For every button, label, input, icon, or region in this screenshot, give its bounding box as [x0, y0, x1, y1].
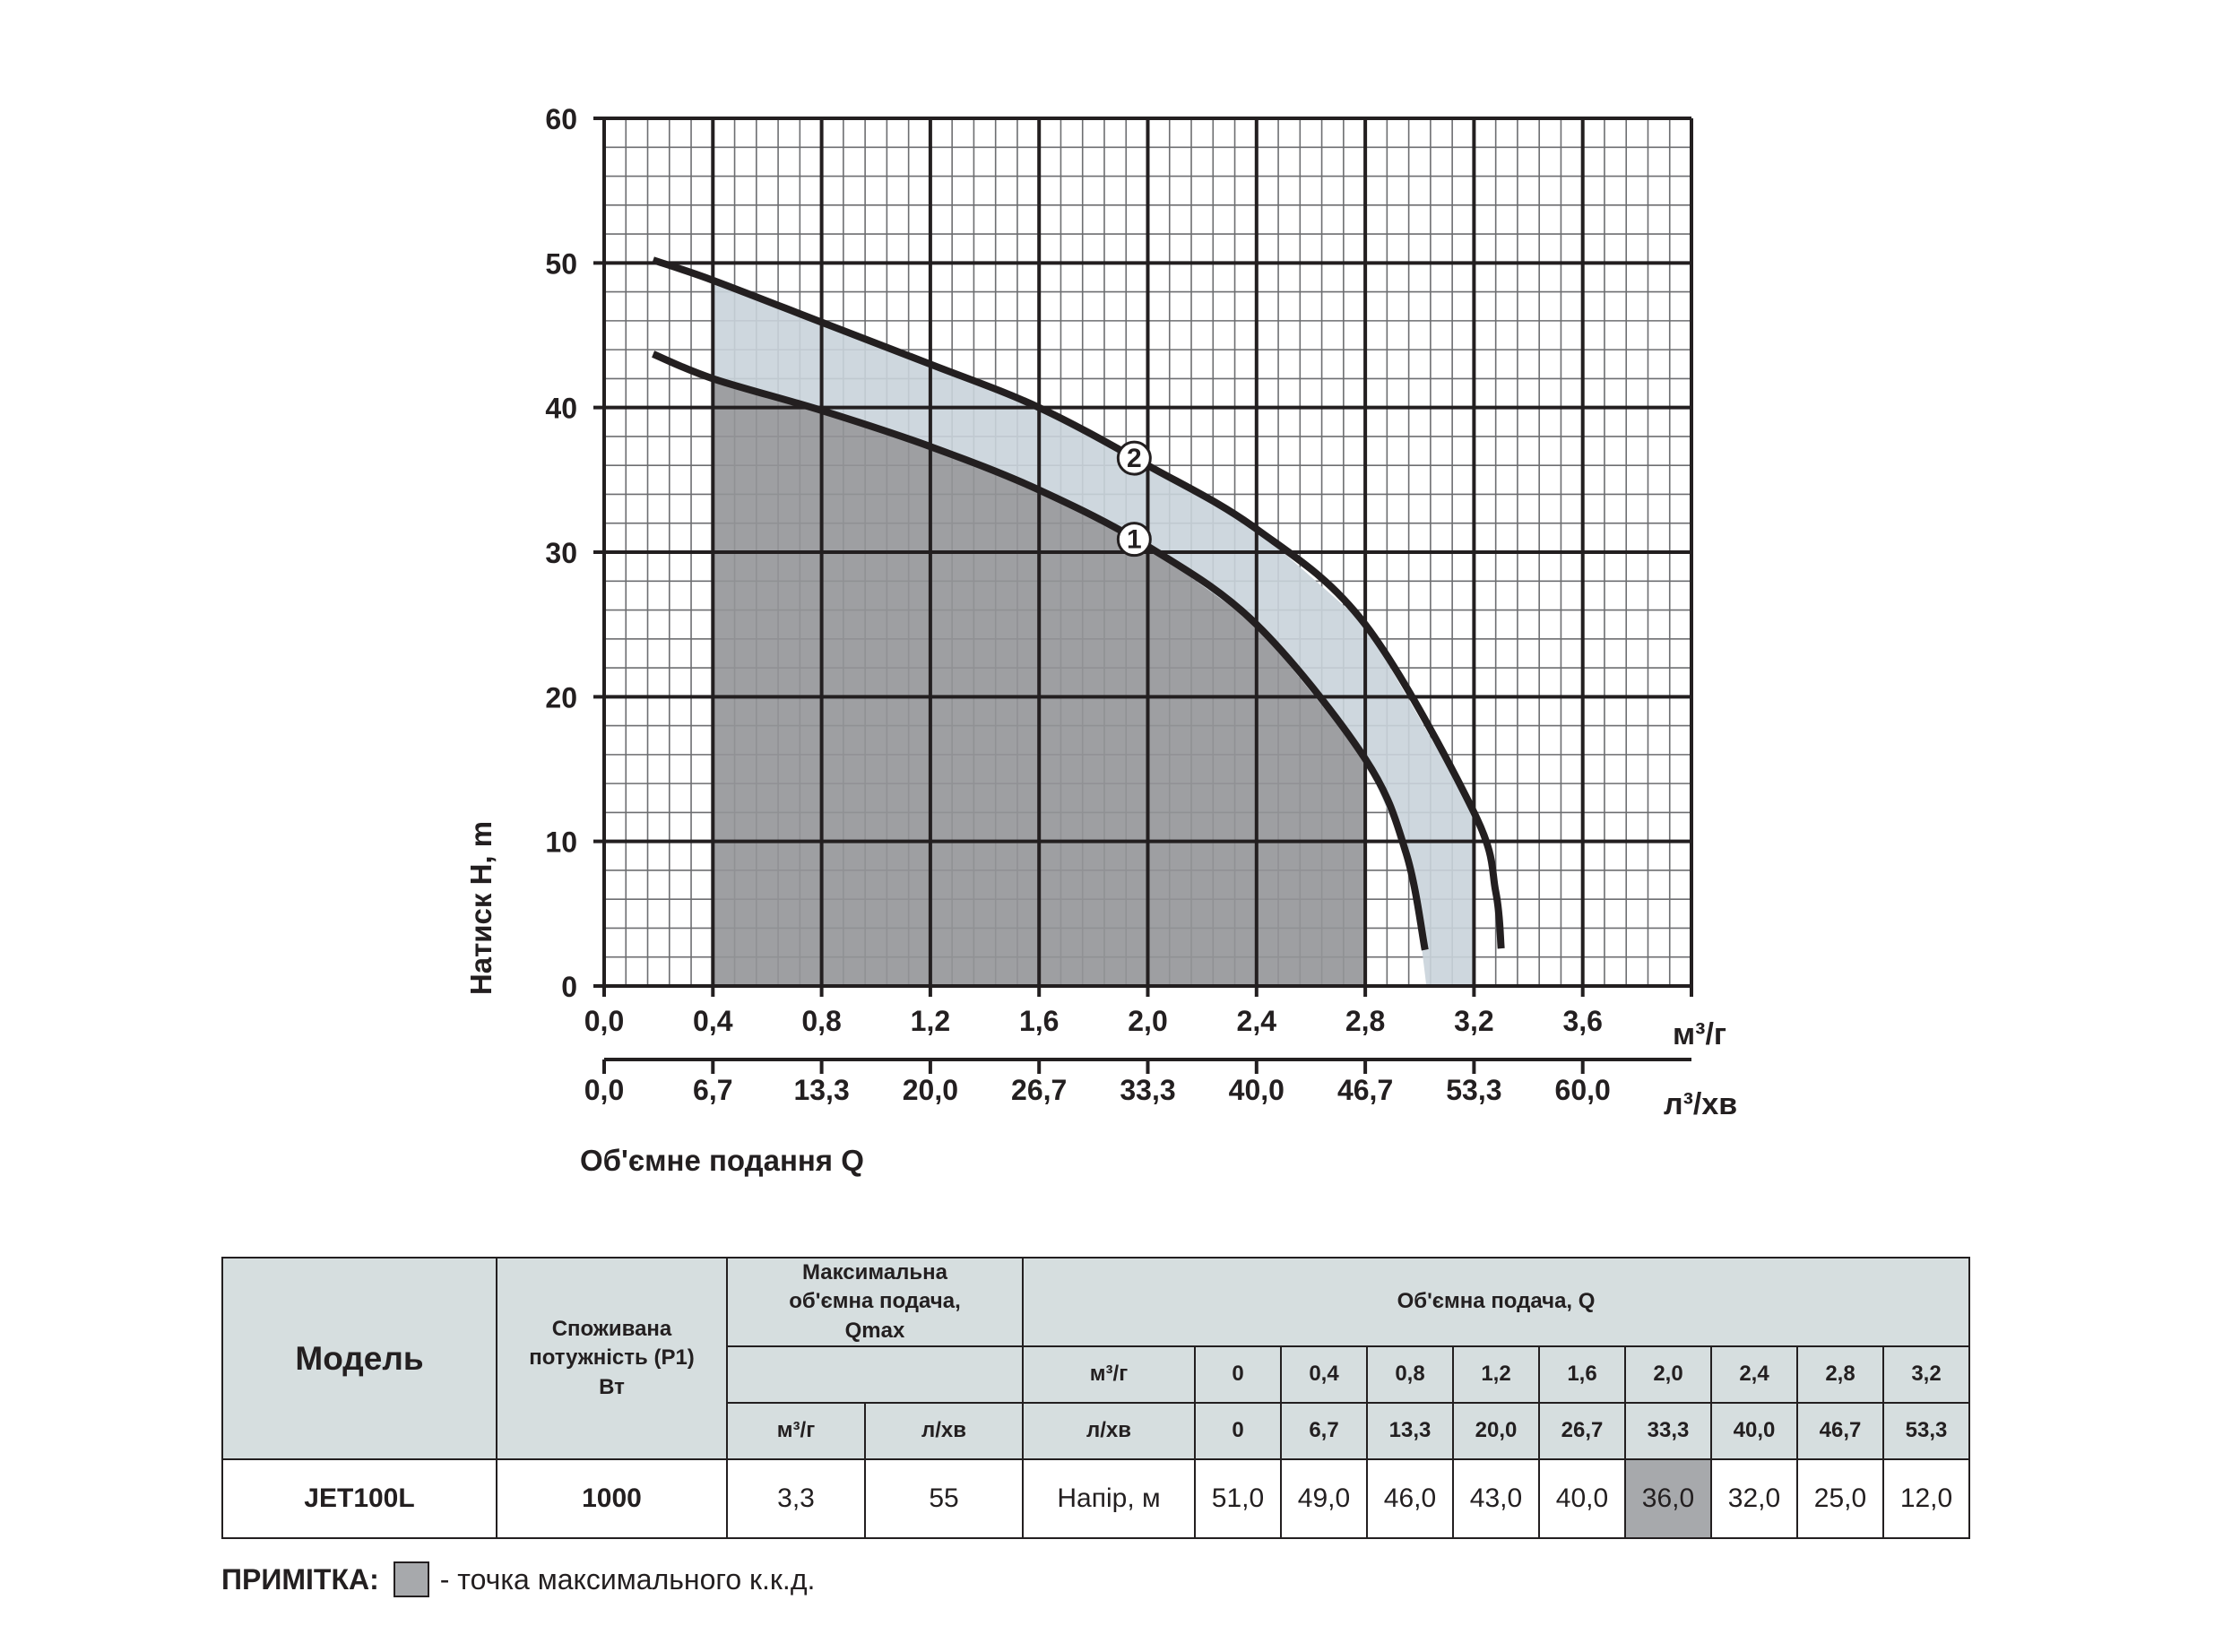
flow-lmin-cell: 33,3: [1624, 1402, 1712, 1461]
flow-m3-cell: 0: [1194, 1345, 1282, 1405]
flow-lmin-cell: 26,7: [1538, 1402, 1626, 1461]
x-tick-label: 1,2: [911, 1005, 950, 1037]
flow-m3-cell: 3,2: [1881, 1345, 1971, 1405]
note: ПРИМІТКА: - точка максимального к.к.д.: [221, 1558, 815, 1601]
x-tick-label: 2,0: [1128, 1005, 1167, 1037]
curve-marker-1: [1116, 522, 1152, 558]
y-tick-label: 0: [561, 971, 577, 1003]
x2-tick-label: 40,0: [1229, 1074, 1284, 1106]
cell-power: 1000: [496, 1458, 728, 1540]
x2-tick-label: 60,0: [1555, 1074, 1611, 1106]
flow-m3-cell: 1,6: [1538, 1345, 1626, 1405]
flow-lmin-cell: 6,7: [1280, 1402, 1368, 1461]
x2-tick-label: 20,0: [903, 1074, 958, 1106]
flow-lmin-cell: 0: [1194, 1402, 1282, 1461]
x2-tick-label: 26,7: [1011, 1074, 1067, 1106]
flow-m3-cell: 2,4: [1710, 1345, 1798, 1405]
flow-m3-cell: 0,8: [1366, 1345, 1454, 1405]
x-axis-caption: Об'ємне подання Q: [580, 1144, 864, 1177]
curve-1: [652, 350, 1429, 951]
curve-marker-2: [1116, 440, 1152, 476]
flow-m3-cell: 1,2: [1452, 1345, 1540, 1405]
flow-lmin-cell: 13,3: [1366, 1402, 1454, 1461]
major-grid: [593, 117, 1693, 997]
head-cell: 32,0: [1710, 1458, 1798, 1540]
flow-m3-cell: 2,8: [1796, 1345, 1884, 1405]
shaded-region: [713, 280, 1475, 986]
head-cell: 43,0: [1452, 1458, 1540, 1540]
specification-table: Модель Споживана потужність (P1) Вт Макс…: [221, 1256, 1971, 1540]
head-cell: 36,0: [1624, 1458, 1712, 1540]
head-cell: 51,0: [1194, 1458, 1282, 1540]
x2-tick-label: 6,7: [693, 1074, 732, 1106]
curve-marker-label-2: 2: [1127, 444, 1142, 473]
y-tick-labels: 0 10 20 30 40 50 60: [545, 103, 577, 1003]
flow-lmin-cell: 20,0: [1452, 1402, 1540, 1461]
x-tick-labels: 0,0 0,4 0,8 1,2 1,6 2,0 2,4 2,8 3,2 3,6: [584, 1005, 1603, 1037]
flow-m3-cell: 0,4: [1280, 1345, 1368, 1405]
x-axis-unit-primary: м³/г: [1673, 1017, 1726, 1051]
cell-qmax-m3: 3,3: [726, 1458, 866, 1540]
header-row-1: Модель Споживана потужність (P1) Вт Макс…: [221, 1256, 1971, 1461]
x2-tick-label: 46,7: [1337, 1074, 1393, 1106]
y-tick-label: 10: [545, 826, 577, 859]
x2-tick-label: 0,0: [584, 1074, 624, 1106]
x2-tick-label: 33,3: [1120, 1074, 1175, 1106]
table-row: JET100L 1000 3,3 55 Напір, м 51,0 49,0 4…: [221, 1458, 1971, 1540]
flow-lmin-cell: 46,7: [1796, 1402, 1884, 1461]
note-label: ПРИМІТКА:: [221, 1562, 379, 1596]
header-flow: Об'ємна подача, Q: [1021, 1256, 1971, 1348]
y-tick-label: 50: [545, 247, 577, 280]
head-cell: 49,0: [1280, 1458, 1368, 1540]
head-cell: 40,0: [1538, 1458, 1626, 1540]
head-cell: 46,0: [1366, 1458, 1454, 1540]
header-row-2: м³/г 0 0,4 0,8 1,2 1,6 2,0 2,4 2,8 3,2: [222, 1345, 1971, 1405]
shaded-regions: [713, 280, 1475, 986]
head-cell: 25,0: [1796, 1458, 1884, 1540]
y-tick-label: 60: [545, 103, 577, 135]
y-axis-label: Натиск H, m: [464, 821, 497, 995]
y-tick-label: 40: [545, 393, 577, 425]
flow-lmin-cell: 53,3: [1881, 1402, 1971, 1461]
max-efficiency-swatch: [393, 1561, 429, 1597]
header-row-3: м³/г л/хв л/хв 0 6,7 13,3 20,0 26,7 33,3…: [222, 1402, 1971, 1461]
cell-model: JET100L: [221, 1458, 497, 1540]
note-text: - точка максимального к.к.д.: [439, 1562, 816, 1596]
x-tick-label: 0,4: [693, 1005, 733, 1037]
header-qmax-spacer: [726, 1346, 1024, 1405]
curve-markers: 12: [1116, 440, 1152, 558]
header-power: Споживана потужність (P1) Вт: [496, 1256, 728, 1461]
x2-tick-label: 53,3: [1446, 1074, 1501, 1106]
x-tick-label: 1,6: [1019, 1005, 1059, 1037]
header-qmax-m3: м³/г: [726, 1402, 866, 1461]
head-cell: 12,0: [1881, 1458, 1971, 1540]
x-tick-label: 3,6: [1562, 1005, 1602, 1037]
cell-head-label: Напір, м: [1022, 1458, 1196, 1540]
flow-lmin-cell: 40,0: [1710, 1402, 1798, 1461]
header-model: Модель: [221, 1256, 497, 1461]
y-tick-label: 30: [545, 537, 577, 569]
cell-qmax-lmin: 55: [864, 1458, 1024, 1540]
x-tick-label: 2,4: [1237, 1005, 1277, 1037]
flow-m3-cell: 2,0: [1624, 1345, 1712, 1405]
x-tick-label: 0,8: [801, 1005, 841, 1037]
secondary-x-axis: 0,0 6,7 13,3 20,0 26,7 33,3 40,0 46,7 53,3 60,0: [584, 1058, 1691, 1106]
header-row-m3: м³/г: [1022, 1345, 1196, 1405]
x-tick-label: 0,0: [584, 1005, 624, 1037]
x-axis-unit-secondary: л³/хв: [1664, 1087, 1737, 1121]
x-tick-label: 2,8: [1345, 1005, 1385, 1037]
y-tick-label: 20: [545, 681, 577, 714]
header-row-lmin: л/хв: [1022, 1402, 1196, 1461]
header-qmax-lmin: л/хв: [864, 1402, 1024, 1461]
x-tick-label: 3,2: [1454, 1005, 1493, 1037]
curve-marker-label-1: 1: [1127, 525, 1142, 555]
x2-tick-label: 13,3: [793, 1074, 849, 1106]
header-qmax: Максимальна об'ємна подача, Qmax: [726, 1256, 1024, 1348]
